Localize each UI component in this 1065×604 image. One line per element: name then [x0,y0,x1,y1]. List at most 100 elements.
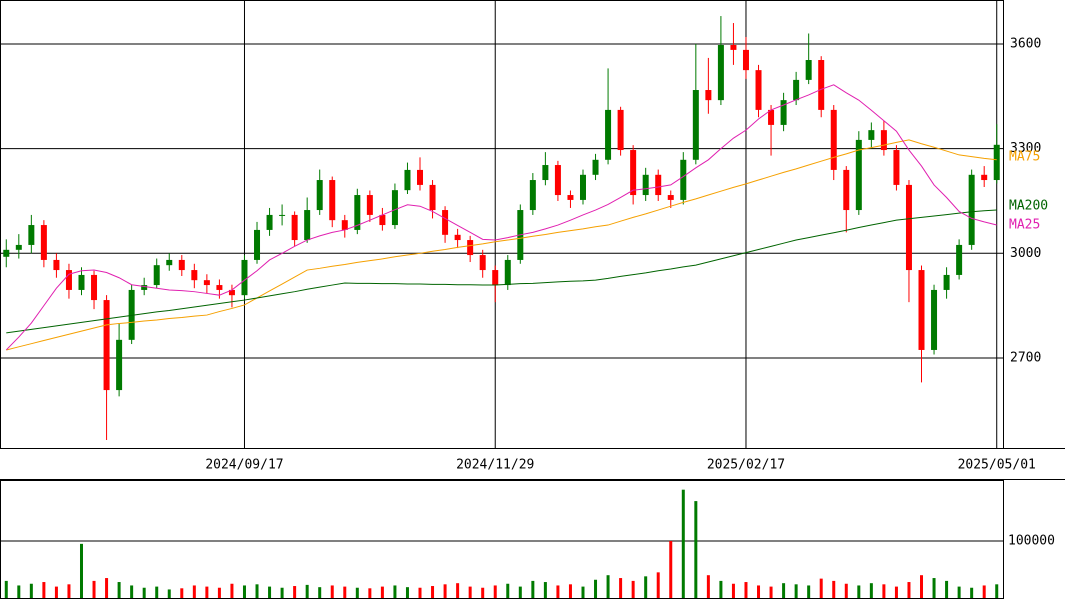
volume-bar [631,580,635,598]
volume-bar [619,578,623,598]
volume-bar [242,585,246,598]
volume-bar [79,543,83,598]
volume-bar [794,584,798,598]
candle-body [542,165,549,181]
volume-bar [293,586,297,598]
volume-bar [706,575,710,598]
candle-body [730,45,737,50]
volume-bar [418,587,422,598]
candle-body [366,195,373,215]
candle-body [442,210,449,235]
candle-body [642,174,649,196]
y-tick-label: 3000 [1010,246,1041,261]
candle-body [65,270,72,290]
y-tick-label: 2700 [1010,350,1041,365]
volume-bar [142,587,146,598]
moving-average-line [6,209,997,334]
candle-body [579,174,586,200]
candle-body [28,225,35,245]
candle-body [467,240,474,256]
candle-body [905,184,912,271]
candle-body [53,259,60,271]
candle-body [354,195,361,230]
volume-bar [581,586,585,598]
volume-bar [568,584,572,598]
volume-bar [945,580,949,598]
candle-body [805,60,812,80]
candle-body [203,280,210,286]
volume-bar [932,578,936,598]
volume-bar [719,580,723,598]
volume-bar [506,583,510,598]
candle-body [266,214,273,230]
candle-body [279,214,286,216]
legend-label: MA25 [1009,218,1040,233]
candle-body [617,109,624,151]
volume-bar [4,580,8,598]
x-tick-label: 2025/02/17 [707,458,785,473]
volume-bar [155,586,159,598]
volume-bar [481,587,485,598]
volume-bar [318,587,322,598]
volume-bar [669,540,673,598]
volume-bar [380,586,384,598]
candle-body [329,180,336,221]
volume-bar [355,587,359,598]
candle-body [228,289,235,296]
volume-bar [255,584,259,598]
volume-panel [0,480,1004,599]
candle-body [341,220,348,230]
volume-bar [205,586,209,598]
volume-bar [995,584,999,598]
candle-body [755,70,762,110]
candle-body [404,169,411,191]
x-tick-label: 2024/09/17 [205,458,283,473]
candle-body [153,265,160,286]
candle-body [40,225,47,260]
candle-body [15,244,22,250]
candle-body [178,259,185,271]
candle-body [304,210,311,241]
volume-bar [105,578,109,598]
volume-bar [67,584,71,598]
candle-body [103,300,110,391]
x-tick-label: 2025/05/01 [958,458,1036,473]
candle-body [630,150,637,196]
candle-body [818,60,825,110]
volume-bar [744,582,748,598]
volume-bar [782,583,786,598]
candle-body [830,109,837,170]
candle-body [116,339,123,391]
candle-body [3,249,10,257]
candle-body [78,274,85,290]
y-tick-label: 3600 [1010,36,1041,51]
candle-body [254,229,261,260]
candle-body [793,79,800,101]
candle-body [91,274,98,301]
candle-body [868,130,875,140]
volume-bar [594,579,598,598]
volume-bar [869,583,873,598]
volume-bar [731,583,735,598]
candle-body [717,45,724,101]
candle-body [379,214,386,226]
volume-bar [217,587,221,598]
y-tick-label: 3300 [1010,141,1041,156]
volume-bar [970,587,974,598]
volume-bar [556,585,560,598]
volume-bar [17,585,21,598]
volume-bar [343,586,347,598]
volume-bar [92,580,96,598]
volume-bar [656,572,660,598]
volume-bar [443,584,447,598]
candle-body [191,270,198,281]
volume-bar [694,501,698,598]
volume-bar [29,583,33,598]
candle-body [141,285,148,290]
candle-body [680,159,687,200]
candle-body [554,165,561,196]
volume-bar [456,583,460,598]
candle-body [417,169,424,185]
candle-body [768,109,775,125]
